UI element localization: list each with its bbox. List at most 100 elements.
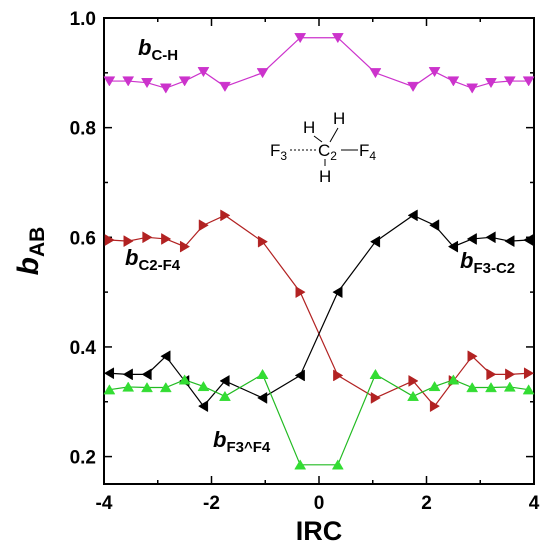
data-point-f3f4	[197, 380, 210, 392]
data-point-f3c2	[407, 209, 418, 222]
data-point-ch	[103, 76, 116, 87]
data-point-c2f4	[198, 219, 209, 232]
data-point-f3c2	[447, 240, 459, 253]
data-point-ch	[178, 76, 191, 87]
data-point-f3c2	[219, 374, 230, 387]
data-point-c2f4	[333, 369, 344, 382]
mol-bond-h-left	[313, 135, 323, 143]
data-point-c2f4	[486, 368, 497, 381]
data-point-ch	[331, 33, 344, 44]
data-point-c2f4	[220, 209, 231, 222]
data-point-f3c2	[294, 369, 305, 382]
y-tick-label: 1.0	[70, 9, 96, 30]
data-point-c2f4	[429, 400, 441, 413]
data-point-ch	[159, 83, 172, 94]
data-point-f3c2	[197, 400, 209, 413]
data-point-ch	[141, 78, 153, 89]
molecule-sketch: H H F3 C2 F4 H	[270, 109, 376, 186]
data-point-c2f4	[123, 235, 134, 248]
x-tick-label: 2	[421, 493, 432, 514]
x-axis-label: IRC	[296, 516, 343, 546]
series-line-f3f4	[109, 373, 529, 466]
data-point-ch	[485, 78, 497, 89]
x-tick-label: 0	[314, 493, 325, 514]
data-point-f3c2	[122, 368, 133, 381]
data-point-c2f4	[505, 368, 516, 381]
data-point-f3f4	[178, 374, 191, 385]
data-point-f3f4	[447, 374, 460, 385]
data-point-ch	[122, 76, 135, 87]
data-point-c2f4	[142, 231, 153, 244]
y-tick-label: 0.2	[70, 448, 96, 469]
axis-tick-labels: -4 -2 0 2 4 0.2 0.4 0.6 0.8 1.0	[70, 9, 540, 514]
data-point-c2f4	[370, 391, 381, 404]
annotation-b-ch: bC-H	[138, 35, 178, 64]
data-point-f3f4	[122, 381, 135, 392]
mol-bond-h-right	[329, 127, 339, 143]
data-point-c2f4	[179, 240, 191, 253]
data-point-ch	[522, 76, 535, 87]
series-points	[103, 33, 535, 470]
data-point-f3c2	[141, 368, 152, 381]
mol-h-top-left: H	[303, 118, 315, 137]
data-point-ch	[219, 81, 231, 92]
data-point-c2f4	[467, 350, 478, 363]
data-point-f3f4	[407, 390, 419, 401]
data-point-f3c2	[429, 219, 440, 232]
data-point-ch	[466, 83, 479, 94]
data-point-c2f4	[523, 367, 535, 380]
data-point-f3f4	[466, 382, 479, 393]
data-point-ch	[294, 33, 307, 44]
data-point-f3c2	[103, 367, 115, 380]
x-tick-label: -2	[203, 493, 220, 514]
mol-h-bottom: H	[319, 167, 331, 186]
data-point-c2f4	[161, 233, 172, 245]
data-point-f3f4	[219, 390, 231, 401]
series-line-c2f4	[109, 214, 529, 408]
mol-c2: C2	[318, 141, 337, 163]
data-point-c2f4	[257, 235, 269, 248]
data-point-f3c2	[369, 235, 381, 248]
data-point-f3f4	[331, 459, 344, 470]
data-point-ch	[428, 67, 441, 78]
x-tick-label: -4	[96, 493, 113, 514]
data-point-f3c2	[332, 286, 343, 299]
annotation-b-f3c2: bF3-C2	[460, 248, 515, 277]
data-point-ch	[407, 81, 419, 92]
data-point-c2f4	[104, 234, 115, 246]
annotation-b-c2f4: bC2-F4	[125, 245, 181, 274]
data-point-f3f4	[141, 382, 153, 393]
data-point-f3f4	[522, 384, 535, 395]
data-point-ch	[503, 76, 516, 87]
data-point-ch	[369, 68, 382, 79]
data-point-f3c2	[160, 350, 171, 363]
mol-f3: F3	[270, 141, 287, 163]
data-point-f3c2	[504, 235, 515, 248]
data-point-f3f4	[256, 368, 269, 380]
data-point-f3c2	[466, 233, 477, 245]
data-point-ch	[256, 68, 269, 79]
data-point-f3f4	[369, 368, 382, 380]
data-point-f3c2	[257, 391, 268, 404]
mol-f4: F4	[359, 141, 376, 163]
data-point-f3f4	[159, 382, 172, 393]
data-point-ch	[197, 67, 210, 78]
data-point-c2f4	[295, 286, 306, 299]
y-tick-label: 0.6	[70, 228, 96, 249]
data-point-ch	[447, 76, 460, 87]
data-point-f3f4	[503, 381, 516, 392]
y-axis-label: bAB	[12, 227, 49, 276]
x-tick-label: 4	[529, 493, 540, 514]
y-tick-label: 0.4	[70, 338, 97, 359]
data-point-f3c2	[523, 234, 534, 246]
data-point-f3c2	[485, 231, 496, 244]
series-line-f3c2	[109, 214, 529, 408]
data-point-f3f4	[294, 459, 307, 470]
y-tick-label: 0.8	[70, 119, 96, 140]
data-point-f3f4	[485, 382, 497, 393]
data-point-f3f4	[428, 380, 441, 392]
annotation-b-f3f4: bF3^F4	[213, 427, 271, 456]
data-point-c2f4	[408, 374, 419, 387]
mol-h-top-right: H	[333, 109, 345, 128]
